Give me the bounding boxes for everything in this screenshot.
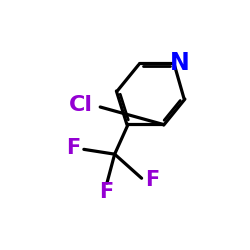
Text: F: F [99, 182, 113, 202]
Text: F: F [145, 170, 159, 190]
Text: Cl: Cl [69, 95, 93, 115]
Text: N: N [170, 51, 190, 75]
Text: F: F [66, 138, 80, 158]
